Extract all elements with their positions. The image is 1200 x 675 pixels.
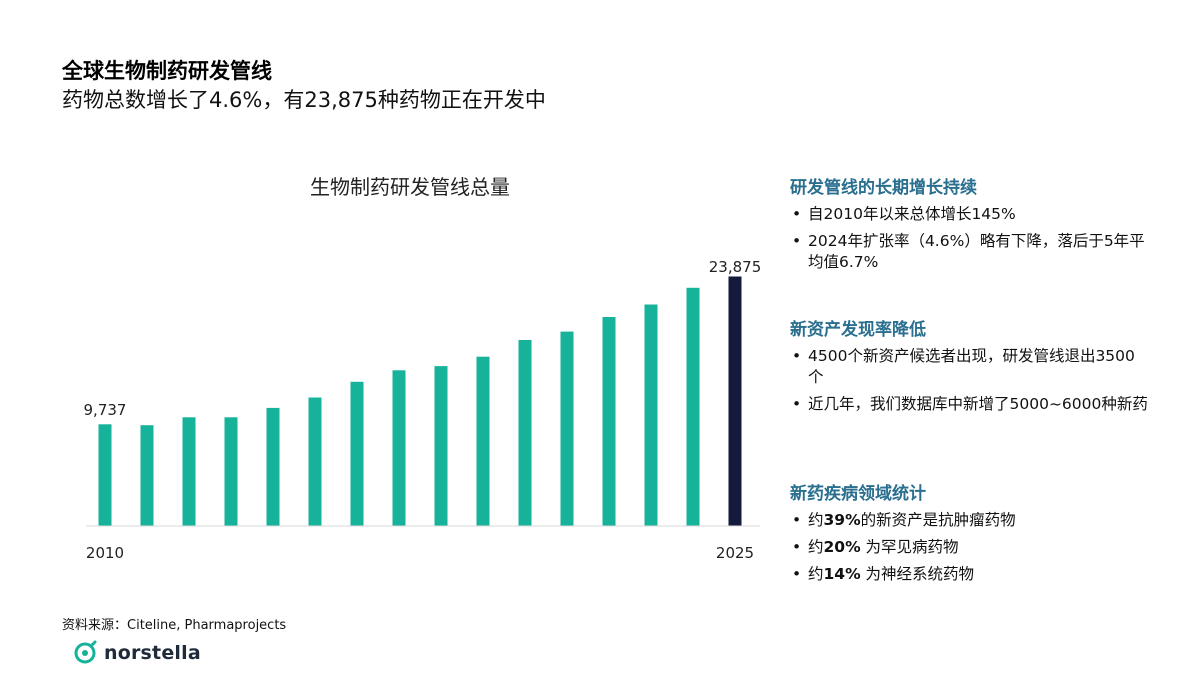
bullet-item: 4500个新资产候选者出现，研发管线退出3500个 — [790, 346, 1150, 388]
last-value-label: 23,875 — [709, 258, 762, 276]
panel-new-asset-rate: 新资产发现率降低 4500个新资产候选者出现，研发管线退出3500个 近几年，我… — [790, 315, 1150, 421]
bullet-suffix: 为神经系统药物 — [860, 565, 975, 583]
bullet-prefix: 约 — [808, 538, 824, 556]
bullet-item: 约39%的新资产是抗肿瘤药物 — [790, 510, 1150, 531]
bullet-percent: 39% — [823, 511, 861, 529]
x-tick-2010: 2010 — [86, 544, 124, 562]
bar-2019 — [476, 356, 490, 526]
panel-heading: 新药疾病领域统计 — [790, 484, 926, 504]
panel-long-term-growth: 研发管线的长期增长持续 自2010年以来总体增长145% 2024年扩张率（4.… — [790, 173, 1150, 279]
bar-2024 — [686, 287, 700, 526]
bar-2015 — [308, 397, 322, 526]
x-tick-2025: 2025 — [716, 544, 754, 562]
chart-title: 生物制药研发管线总量 — [310, 175, 510, 199]
bullet-suffix: 的新资产是抗肿瘤药物 — [860, 511, 1016, 529]
bar-2016 — [350, 381, 364, 526]
norstella-logo-icon — [74, 640, 97, 664]
bullet-percent: 20% — [823, 538, 861, 556]
bullet-suffix: 为罕见病药物 — [860, 538, 959, 556]
bar-2017 — [392, 370, 406, 526]
bullet-item: 近几年，我们数据库中新增了5000~6000种新药 — [790, 394, 1150, 415]
page-subtitle: 药物总数增长了4.6%，有23,875种药物正在开发中 — [62, 88, 546, 112]
bullet-percent: 14% — [823, 565, 861, 583]
bullet-item: 2024年扩张率（4.6%）略有下降，落后于5年平均值6.7% — [790, 231, 1150, 273]
bar-2012 — [182, 417, 196, 526]
panel-disease-areas: 新药疾病领域统计 约39%的新资产是抗肿瘤药物 约20% 为罕见病药物 约14%… — [790, 479, 1150, 591]
bar-2021 — [560, 331, 574, 526]
bar-2013 — [224, 417, 238, 526]
bar-2010 — [98, 424, 112, 526]
bullet-item: 约20% 为罕见病药物 — [790, 537, 1150, 558]
bar-2025 — [728, 276, 742, 526]
bar-2011 — [140, 425, 154, 526]
norstella-logo: norstella — [72, 640, 201, 666]
bullet-item: 自2010年以来总体增长145% — [790, 204, 1150, 225]
bullet-item: 约14% 为神经系统药物 — [790, 564, 1150, 585]
panel-heading: 新资产发现率降低 — [790, 320, 926, 340]
bar-2018 — [434, 366, 448, 526]
bar-2014 — [266, 407, 280, 526]
bars-group — [98, 276, 742, 526]
first-value-label: 9,737 — [84, 401, 127, 419]
bar-2020 — [518, 340, 532, 526]
panel-heading: 研发管线的长期增长持续 — [790, 178, 977, 198]
source-note: 资料来源：Citeline, Pharmaprojects — [62, 618, 287, 633]
bullet-prefix: 约 — [808, 511, 824, 529]
logo-text: norstella — [104, 642, 201, 664]
page-title: 全球生物制药研发管线 — [62, 59, 272, 83]
bar-2023 — [644, 304, 658, 526]
bar-2022 — [602, 317, 616, 526]
bullet-prefix: 约 — [808, 565, 824, 583]
